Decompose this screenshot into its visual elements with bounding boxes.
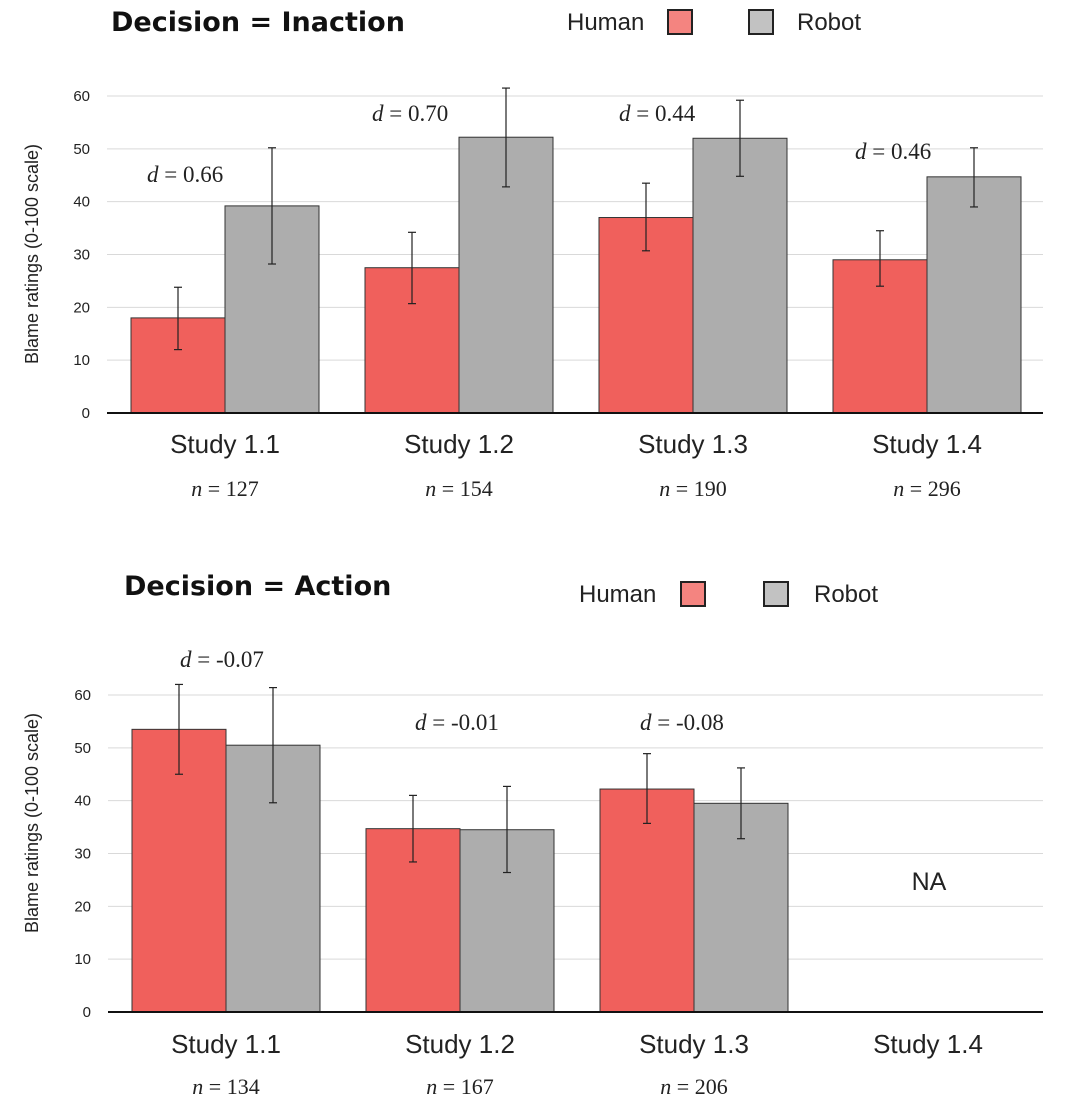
effect-size-label: d = -0.07 [180,647,264,672]
d-symbol: d [372,101,384,126]
y-tick-label: 20 [73,299,90,316]
sample-size-label: n = 134 [192,1074,259,1099]
n-value: = 206 [671,1074,727,1099]
legend-swatch-human [667,9,693,35]
na-label: NA [912,868,947,896]
legend-swatch-human [680,581,706,607]
chart-panel-2: 0 10 20 30 40 50 60 Blame ratings (0-100 scale)… [22,571,1043,1099]
d-value: = 0.70 [384,101,449,126]
effect-size-label: d = 0.44 [619,101,696,126]
sample-size-label: n = 190 [659,476,726,501]
y-tick-label: 0 [82,405,90,422]
effect-size-label: d = -0.01 [415,710,499,735]
panel-title: Decision = Inaction [111,7,405,38]
d-value: = 0.46 [867,139,932,164]
y-tick-label: 50 [74,740,91,757]
y-axis-label: Blame ratings (0-100 scale) [22,713,42,933]
n-symbol: n [426,1074,437,1099]
y-tick-label: 40 [74,793,91,810]
category-label: Study 1.1 [170,429,280,459]
n-symbol: n [660,1074,671,1099]
n-value: = 127 [202,476,258,501]
legend-label-robot: Robot [814,581,878,608]
bar-robot [692,137,788,414]
category-label: Study 1.2 [404,429,514,459]
d-symbol: d [619,101,631,126]
bar-human [599,788,695,1013]
n-value: = 134 [203,1074,259,1099]
y-tick-label: 30 [73,247,90,264]
y-tick-label: 50 [73,141,90,158]
sample-size-label: n = 206 [660,1074,727,1099]
category-label: Study 1.2 [405,1029,515,1059]
y-axis-label: Blame ratings (0-100 scale) [22,144,42,364]
sample-size-label: n = 127 [191,476,258,501]
chart-panel-1: 0 10 20 30 40 50 60 Blame ratings (0-100 scale)… [22,7,1043,501]
legend-label-human: Human [579,581,656,608]
d-value: = -0.01 [427,710,499,735]
n-symbol: n [191,476,202,501]
d-value: = 0.66 [159,162,224,187]
n-symbol: n [893,476,904,501]
y-tick-label: 0 [83,1004,91,1021]
d-symbol: d [855,139,867,164]
n-symbol: n [192,1074,203,1099]
legend-swatch-robot [748,9,774,35]
n-symbol: n [425,476,436,501]
n-value: = 190 [670,476,726,501]
d-symbol: d [180,647,192,672]
bar-robot [926,176,1022,414]
legend-label-human: Human [567,9,644,36]
category-label: Study 1.3 [638,429,748,459]
n-value: = 167 [437,1074,493,1099]
effect-size-label: d = 0.46 [855,139,931,164]
y-tick-label: 10 [73,352,90,369]
bar-human [131,728,227,1013]
sample-size-label: n = 167 [426,1074,493,1099]
effect-size-label: d = 0.66 [147,162,223,187]
legend-swatch-robot [763,581,789,607]
legend-label-robot: Robot [797,9,861,36]
y-tick-label: 20 [74,898,91,915]
sample-size-label: n = 154 [425,476,492,501]
y-tick-label: 60 [73,88,90,105]
sample-size-label: n = 296 [893,476,960,501]
panel-title: Decision = Action [124,571,391,602]
y-tick-label: 60 [74,687,91,704]
d-value: = -0.08 [652,710,724,735]
category-label: Study 1.4 [873,1029,983,1059]
d-value: = 0.44 [631,101,696,126]
d-symbol: d [147,162,159,187]
y-tick-label: 40 [73,194,90,211]
effect-size-label: d = -0.08 [640,710,724,735]
y-tick-label: 10 [74,951,91,968]
effect-size-label: d = 0.70 [372,101,448,126]
n-value: = 154 [436,476,492,501]
category-label: Study 1.4 [872,429,982,459]
n-value: = 296 [904,476,960,501]
category-label: Study 1.3 [639,1029,749,1059]
d-symbol: d [640,710,652,735]
y-tick-label: 30 [74,846,91,863]
category-label: Study 1.1 [171,1029,281,1059]
d-symbol: d [415,710,427,735]
n-symbol: n [659,476,670,501]
d-value: = -0.07 [192,647,264,672]
